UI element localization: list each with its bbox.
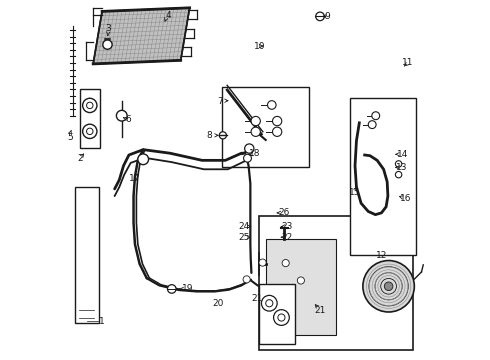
- Circle shape: [272, 116, 282, 126]
- Circle shape: [316, 12, 324, 21]
- Bar: [80, 89, 99, 148]
- Text: 25: 25: [239, 233, 250, 242]
- Circle shape: [251, 127, 260, 136]
- Bar: [259, 284, 295, 344]
- Text: 16: 16: [400, 194, 412, 203]
- Circle shape: [262, 296, 277, 311]
- Circle shape: [220, 132, 226, 139]
- Text: 23: 23: [281, 222, 293, 231]
- Circle shape: [83, 124, 97, 139]
- Bar: [222, 87, 309, 167]
- Circle shape: [87, 102, 93, 109]
- Circle shape: [363, 261, 415, 312]
- Text: 5: 5: [67, 132, 73, 141]
- Circle shape: [87, 128, 93, 135]
- Text: 2: 2: [77, 154, 83, 163]
- Circle shape: [266, 300, 273, 307]
- Circle shape: [395, 161, 402, 167]
- Circle shape: [251, 116, 260, 126]
- Text: 24: 24: [239, 222, 250, 231]
- Circle shape: [372, 112, 380, 120]
- Circle shape: [395, 171, 402, 178]
- Circle shape: [244, 154, 251, 162]
- Bar: [259, 216, 413, 350]
- Text: 20: 20: [213, 299, 224, 308]
- Circle shape: [138, 154, 148, 165]
- Text: 8: 8: [206, 131, 212, 140]
- Text: 11: 11: [402, 58, 413, 67]
- Circle shape: [245, 144, 254, 153]
- Bar: [350, 98, 416, 255]
- Text: 21: 21: [314, 306, 326, 315]
- Circle shape: [297, 277, 304, 284]
- Text: 9: 9: [324, 12, 330, 21]
- Circle shape: [273, 310, 289, 325]
- Text: 12: 12: [376, 251, 388, 260]
- Text: 22: 22: [282, 233, 293, 242]
- Text: 18: 18: [249, 149, 261, 158]
- Text: 13: 13: [396, 163, 408, 172]
- Circle shape: [168, 285, 176, 293]
- Circle shape: [282, 260, 289, 267]
- Text: 6: 6: [125, 115, 131, 124]
- Text: 7: 7: [217, 97, 223, 106]
- Text: 26: 26: [278, 208, 289, 217]
- Text: 17: 17: [129, 174, 141, 183]
- Circle shape: [117, 111, 127, 121]
- Circle shape: [268, 101, 276, 109]
- Circle shape: [259, 259, 266, 266]
- Circle shape: [243, 276, 250, 283]
- Circle shape: [83, 98, 97, 113]
- Bar: [75, 187, 98, 323]
- Text: 19: 19: [182, 284, 194, 293]
- Text: 3: 3: [106, 24, 111, 33]
- Circle shape: [384, 282, 393, 291]
- Text: 4: 4: [166, 11, 171, 20]
- Circle shape: [368, 121, 376, 129]
- Circle shape: [103, 40, 112, 49]
- Polygon shape: [93, 8, 190, 64]
- Text: 10: 10: [253, 41, 265, 50]
- Bar: [267, 239, 336, 336]
- Text: 15: 15: [349, 188, 361, 197]
- Circle shape: [272, 127, 282, 136]
- Text: 1: 1: [98, 316, 104, 325]
- Text: 21: 21: [252, 294, 263, 303]
- Circle shape: [278, 314, 285, 321]
- Text: 14: 14: [396, 150, 408, 159]
